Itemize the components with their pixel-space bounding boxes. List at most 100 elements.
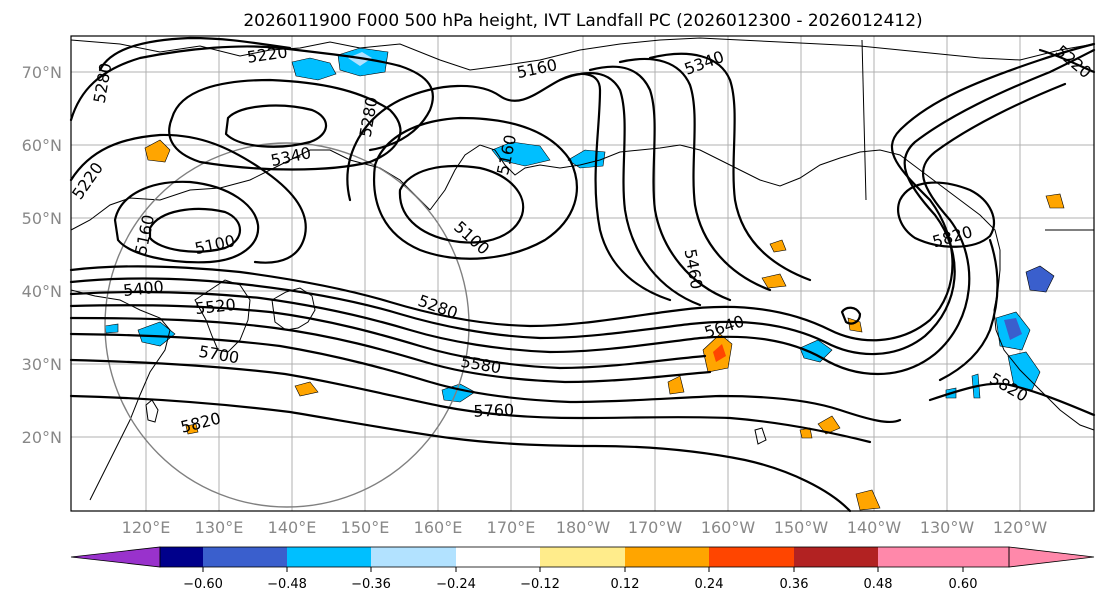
lat-label: 20°N <box>22 428 62 447</box>
contour-5280-north <box>69 45 434 152</box>
lat-label: 70°N <box>22 63 62 82</box>
ivt-patch-pacific-3 <box>667 375 685 395</box>
lon-label: 130°W <box>920 518 975 537</box>
lat-label: 40°N <box>22 282 62 301</box>
lat-label: 50°N <box>22 209 62 228</box>
colorbar-outline <box>159 546 1010 568</box>
lon-label: 160°W <box>701 518 756 537</box>
contour-5280-central <box>558 72 702 307</box>
lat-label: 60°N <box>22 136 62 155</box>
contour-5220-ne <box>1038 48 1096 74</box>
colorbar-segment <box>540 547 625 567</box>
colorbar-segment <box>456 547 540 567</box>
ivt-patch-baja <box>1007 351 1041 391</box>
contour-5580 <box>69 48 1096 356</box>
ivt-patch-pacific-6 <box>761 273 787 289</box>
contour-small-ring <box>840 306 862 325</box>
lon-label: 160°E <box>414 518 463 537</box>
ivt-patch-pacific-4 <box>799 339 833 363</box>
colorbar-extend-low <box>70 546 161 568</box>
ivt-patch-arctic-1 <box>291 57 337 81</box>
colorbar-segment <box>709 547 794 567</box>
lon-label: 170°W <box>628 518 683 537</box>
lon-label: 140°W <box>847 518 902 537</box>
contour-label: 5400 <box>122 277 164 300</box>
colorbar-tick-label: 0.60 <box>949 577 978 592</box>
contour-label: 5520 <box>194 295 236 318</box>
ivt-patch-pacific-7 <box>769 239 787 253</box>
contour-5100-ring <box>148 207 242 253</box>
landfall-region-circle <box>104 142 470 508</box>
lon-label: 180°W <box>556 518 611 537</box>
contour-5460-central <box>648 52 812 282</box>
graticule <box>71 36 1094 511</box>
map-frame <box>70 35 1095 512</box>
contour-5220-west <box>69 133 307 264</box>
colorbar-segment <box>160 547 203 567</box>
ivt-patch-siberia <box>144 139 171 163</box>
colorbar-segment <box>794 547 878 567</box>
colorbar-ticks <box>202 567 964 572</box>
colorbar-segment <box>625 547 709 567</box>
lon-label: 120°W <box>993 518 1048 537</box>
ivt-patch-pacific-10 <box>855 489 881 511</box>
contour-label: 5760 <box>473 400 514 420</box>
contour-coast-west <box>938 238 999 382</box>
lon-label: 170°E <box>487 518 536 537</box>
lon-label: 150°E <box>341 518 390 537</box>
contour-5340-central <box>588 65 732 302</box>
colorbar-tick-label: −0.48 <box>267 577 307 592</box>
lon-label: 130°E <box>195 518 244 537</box>
ivt-patch-california-core <box>1004 318 1022 340</box>
taiwan <box>145 399 159 423</box>
colorbar-tick-label: −0.36 <box>351 577 391 592</box>
contour-5820-b <box>69 394 852 513</box>
colorbar-tick-label: −0.24 <box>436 577 476 592</box>
ivt-patch-pacific-5 <box>847 317 863 333</box>
lon-label: 140°E <box>268 518 317 537</box>
map-title: 2026011900 F000 500 hPa height, IVT Land… <box>243 11 922 31</box>
lat-label: 30°N <box>22 355 62 374</box>
colorbar-tick-label: 0.12 <box>611 577 640 592</box>
contour-5160-ring <box>113 180 260 264</box>
contour-5220-north <box>98 36 292 72</box>
contour-5520 <box>69 42 1096 342</box>
contour-5820-ring <box>897 181 996 248</box>
contour-5100-central-ring <box>398 164 525 244</box>
latitude-labels: 70°N 60°N 50°N 40°N 30°N 20°N <box>22 63 62 447</box>
hawaii <box>754 427 767 445</box>
colorbar-segment <box>371 547 456 567</box>
contour-5340-ring <box>168 78 402 171</box>
colorbar: −0.60 −0.48 −0.36 −0.24 −0.12 0.12 0.24 … <box>70 546 1095 592</box>
contour-5400-ring <box>224 104 328 148</box>
colorbar-extend-high <box>1008 546 1095 568</box>
contour-5820-east <box>928 382 1096 417</box>
ivt-patch-west-us-1 <box>1025 265 1055 293</box>
colorbar-tick-label: −0.60 <box>183 577 223 592</box>
lon-label: 120°E <box>122 518 171 537</box>
longitude-labels: 120°E 130°E 140°E 150°E 160°E 170°E 180°… <box>122 518 1048 537</box>
china-coast <box>70 289 171 501</box>
contour-5760-a <box>69 316 712 384</box>
contour-5700 <box>69 304 707 370</box>
colorbar-tick-label: 0.36 <box>780 577 809 592</box>
lon-label: 150°W <box>774 518 829 537</box>
colorbar-tick-label: 0.48 <box>864 577 893 592</box>
colorbar-segment <box>878 547 963 567</box>
ivt-patch-taiwan <box>185 423 199 435</box>
contour-5820-a <box>69 358 872 444</box>
colorbar-segment <box>203 547 287 567</box>
height-contours <box>69 36 1096 513</box>
ivt-patch-pacific-1 <box>294 381 319 397</box>
contour-5400-central <box>618 57 772 292</box>
colorbar-tick-label: 0.24 <box>695 577 724 592</box>
colorbar-tick-label: −0.12 <box>520 577 560 592</box>
ivt-shading <box>104 47 1065 511</box>
ivt-patch-canada <box>1045 193 1065 209</box>
ivt-patch-hawaii-core <box>713 344 726 362</box>
colorbar-segment <box>287 547 371 567</box>
ivt-patch-kamchatka <box>491 141 551 167</box>
colorbar-segment <box>963 547 1009 567</box>
alaska-border <box>861 39 867 201</box>
